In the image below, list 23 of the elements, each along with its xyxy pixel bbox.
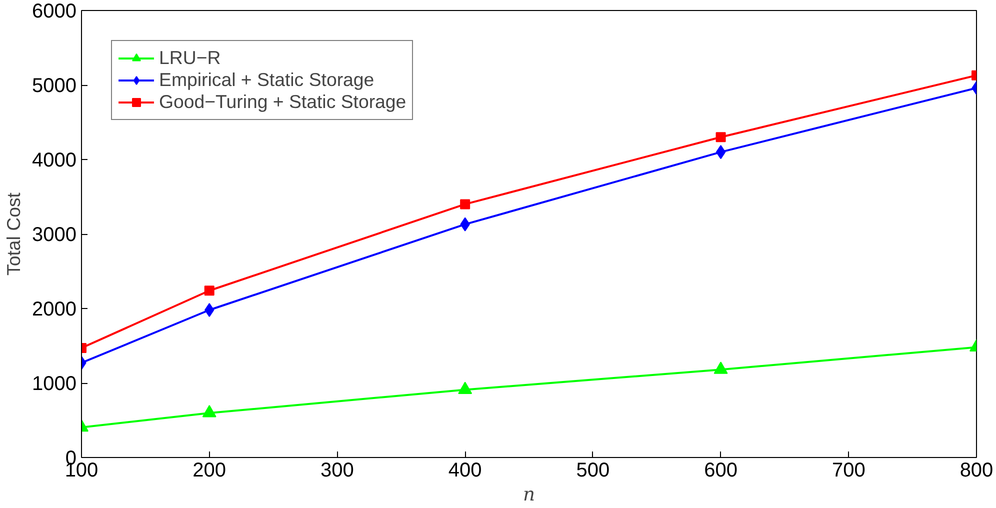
y-tick-label: 3000 bbox=[32, 224, 77, 246]
y-axis-title: Total Cost bbox=[3, 192, 24, 276]
x-tick-label: 400 bbox=[448, 460, 482, 482]
x-tick-label: 500 bbox=[576, 460, 610, 482]
point bbox=[716, 132, 726, 142]
point bbox=[716, 145, 726, 160]
y-tick-label: 4000 bbox=[32, 150, 77, 172]
x-tick-label: 800 bbox=[960, 460, 994, 482]
point bbox=[714, 362, 728, 374]
legend-label: LRU−R bbox=[159, 47, 221, 69]
x-tick-label: 300 bbox=[320, 460, 354, 482]
x-tick-label: 200 bbox=[192, 460, 226, 482]
point bbox=[458, 382, 472, 394]
point bbox=[460, 199, 470, 210]
legend-label: Empirical + Static Storage bbox=[159, 69, 374, 91]
legend-label: Good−Turing + Static Storage bbox=[159, 91, 406, 113]
x-tick-label: 700 bbox=[832, 460, 866, 482]
y-tick-label: 6000 bbox=[32, 0, 77, 22]
x-tick-label: 600 bbox=[704, 460, 738, 482]
y-tick-label: 2000 bbox=[32, 298, 77, 320]
y-tick-label: 1000 bbox=[32, 373, 77, 395]
x-axis-title: n bbox=[522, 484, 536, 506]
y-tick-label: 5000 bbox=[32, 75, 77, 97]
